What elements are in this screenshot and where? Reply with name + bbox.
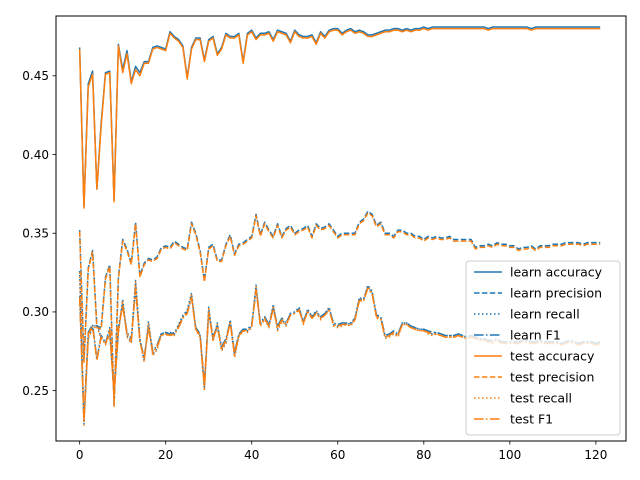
legend-box	[465, 260, 621, 436]
legend-label-test-recall: test recall	[510, 391, 572, 406]
legend-label-learn-f1: learn F1	[510, 328, 561, 343]
series-line-test-accuracy	[78, 27, 601, 209]
x-tick-label: 80	[416, 448, 431, 462]
legend-label-test-accuracy: test accuracy	[510, 349, 595, 364]
series-line-test-precision	[78, 212, 601, 408]
legend-label-learn-recall: learn recall	[510, 307, 580, 322]
x-tick-label: 20	[158, 448, 173, 462]
y-tick-label: 0.25	[22, 384, 49, 398]
legend-label-test-precision: test precision	[510, 370, 594, 385]
legend-label-learn-precision: learn precision	[510, 286, 602, 301]
y-tick-label: 0.45	[22, 69, 49, 83]
x-axis: 0 20 40 60 80 100 120	[76, 441, 607, 462]
x-tick-label: 0	[76, 448, 84, 462]
y-axis: 0.25 0.30 0.35 0.40 0.45	[22, 69, 56, 398]
y-tick-label: 0.30	[22, 305, 49, 319]
plot-area-frame	[55, 15, 627, 442]
x-tick-label: 120	[584, 448, 607, 462]
x-tick-label: 40	[244, 448, 259, 462]
legend-label-test-f1: test F1	[510, 412, 553, 427]
y-tick-label: 0.40	[22, 148, 49, 162]
y-tick-label: 0.35	[22, 227, 49, 241]
series-line-learn-precision	[78, 210, 601, 406]
x-tick-label: 100	[498, 448, 521, 462]
series-line-test-recall	[78, 272, 601, 427]
legend: learn accuracy learn precision learn recal…	[465, 260, 621, 436]
legend-label-learn-accuracy: learn accuracy	[510, 265, 603, 280]
x-tick-label: 60	[330, 448, 345, 462]
